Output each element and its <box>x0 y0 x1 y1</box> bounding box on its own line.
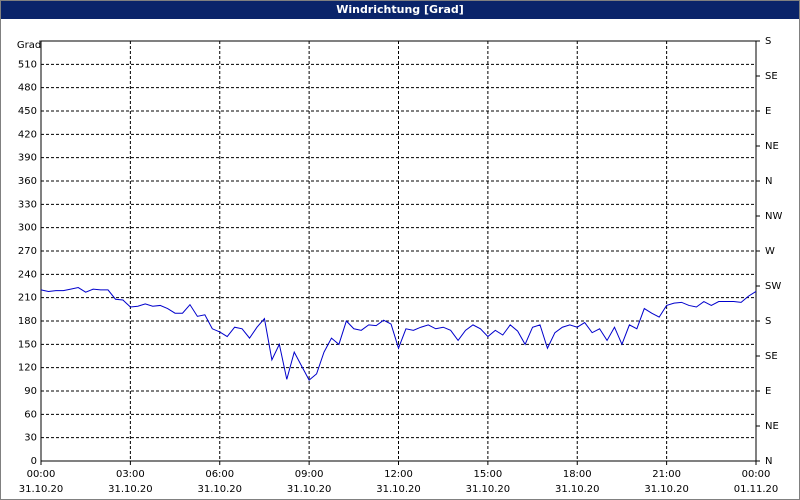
y2-tick-label: SW <box>765 281 781 292</box>
x-tick-label: 18:00 <box>563 469 592 480</box>
y-tick-label: 390 <box>18 153 37 164</box>
y-tick-label: 30 <box>24 433 37 444</box>
y-tick-label: 240 <box>18 269 37 280</box>
y-tick-label: 120 <box>18 363 37 374</box>
y-tick-label: 480 <box>18 83 37 94</box>
x-tick-date: 31.10.20 <box>197 484 242 495</box>
y-tick-label: 270 <box>18 246 37 257</box>
y-tick-label: 330 <box>18 199 37 210</box>
x-tick-date: 31.10.20 <box>644 484 689 495</box>
y-tick-label: 210 <box>18 293 37 304</box>
y-tick-label: 60 <box>24 409 37 420</box>
y-tick-label: 450 <box>18 106 37 117</box>
x-tick-date: 01.11.20 <box>734 484 779 495</box>
y2-tick-label: E <box>765 106 771 117</box>
x-tick-label: 00:00 <box>27 469 56 480</box>
x-tick-label: 15:00 <box>473 469 502 480</box>
y2-tick-label: NE <box>765 421 779 432</box>
x-tick-date: 31.10.20 <box>376 484 421 495</box>
y-tick-label: 150 <box>18 339 37 350</box>
x-tick-date: 31.10.20 <box>108 484 153 495</box>
title-bar <box>1 1 799 19</box>
x-tick-label: 12:00 <box>384 469 413 480</box>
y2-tick-label: N <box>765 176 772 187</box>
y-tick-label: 180 <box>18 316 37 327</box>
y-axis-label: Grad <box>17 40 41 51</box>
y2-tick-label: S <box>765 36 771 47</box>
y2-tick-label: N <box>765 456 772 467</box>
y-tick-label: 90 <box>24 386 37 397</box>
y2-tick-label: NE <box>765 141 779 152</box>
y2-tick-label: SE <box>765 71 778 82</box>
y2-tick-label: SE <box>765 351 778 362</box>
y-tick-label: 360 <box>18 176 37 187</box>
x-tick-label: 09:00 <box>295 469 324 480</box>
x-tick-label: 03:00 <box>116 469 145 480</box>
y2-tick-label: NW <box>765 211 782 222</box>
y2-tick-label: S <box>765 316 771 327</box>
y-tick-label: 0 <box>31 456 37 467</box>
x-tick-date: 31.10.20 <box>19 484 64 495</box>
x-tick-label: 21:00 <box>652 469 681 480</box>
x-tick-date: 31.10.20 <box>555 484 600 495</box>
y2-tick-label: W <box>765 246 775 257</box>
x-tick-date: 31.10.20 <box>466 484 511 495</box>
y2-tick-label: E <box>765 386 771 397</box>
y-tick-label: 300 <box>18 223 37 234</box>
x-tick-label: 06:00 <box>205 469 234 480</box>
y-tick-label: 420 <box>18 129 37 140</box>
x-tick-label: 00:00 <box>742 469 771 480</box>
chart-title: Windrichtung [Grad] <box>336 3 464 16</box>
x-tick-date: 31.10.20 <box>287 484 332 495</box>
data-line <box>40 287 757 381</box>
y-tick-label: 510 <box>18 59 37 70</box>
